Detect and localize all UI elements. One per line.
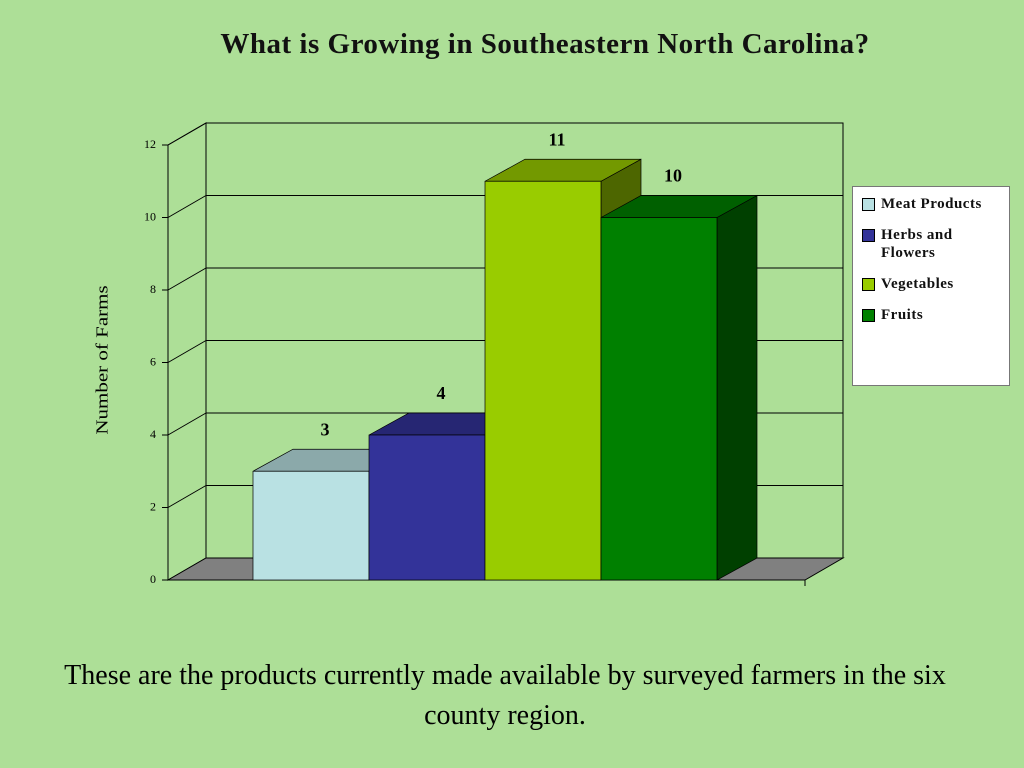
grid-line bbox=[167, 267, 207, 291]
caption: These are the products currently made av… bbox=[64, 660, 946, 731]
legend-label: Meat Products bbox=[881, 196, 982, 212]
grid-line bbox=[167, 412, 207, 436]
legend-item: Fruits bbox=[859, 306, 1003, 324]
data-label: 3 bbox=[321, 419, 330, 439]
legend-item: Meat Products bbox=[859, 195, 1003, 213]
data-label: 4 bbox=[437, 383, 446, 403]
grid-line bbox=[167, 485, 207, 508]
chart-title: What is Growing in Southeastern North Ca… bbox=[220, 28, 870, 60]
y-tick-label: 0 bbox=[150, 572, 156, 586]
grid-line bbox=[167, 122, 207, 146]
bar bbox=[600, 217, 718, 581]
legend-label: Vegetables bbox=[881, 276, 954, 292]
legend: Meat Products Herbs and Flowers Vegetables… bbox=[852, 186, 1010, 386]
data-label: 10 bbox=[664, 166, 682, 186]
bar bbox=[484, 180, 602, 581]
legend-swatch bbox=[862, 229, 875, 242]
y-tick-label: 2 bbox=[150, 499, 156, 513]
legend-swatch bbox=[862, 198, 875, 211]
y-axis-label-box: Number of Farms bbox=[90, 250, 120, 470]
legend-swatch bbox=[862, 278, 875, 291]
legend-item: Herbs and Flowers bbox=[859, 226, 1003, 262]
y-axis-label: Number of Farms bbox=[92, 285, 112, 435]
bar bbox=[368, 434, 486, 581]
y-tick-label: 4 bbox=[150, 427, 156, 441]
grid-line bbox=[167, 195, 207, 218]
legend-item: Vegetables bbox=[859, 275, 1003, 293]
bar bbox=[252, 470, 370, 581]
legend-swatch bbox=[862, 309, 875, 322]
y-tick-label: 10 bbox=[144, 209, 156, 223]
grid-line bbox=[167, 340, 207, 363]
y-tick-label: 8 bbox=[150, 282, 156, 296]
data-label: 11 bbox=[548, 129, 565, 149]
bar-side bbox=[716, 194, 758, 581]
y-tick-label: 6 bbox=[150, 354, 156, 368]
legend-label: Fruits bbox=[881, 307, 924, 323]
y-tick-label: 12 bbox=[144, 137, 156, 151]
legend-label: Herbs and Flowers bbox=[881, 227, 953, 261]
